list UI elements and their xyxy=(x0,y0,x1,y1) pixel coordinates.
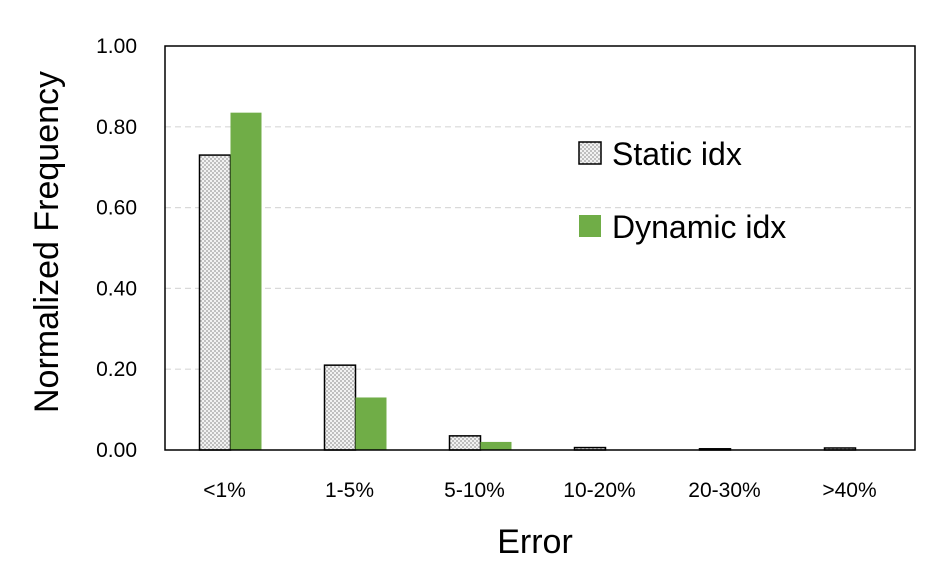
y-tick-label: 0.80 xyxy=(96,116,137,139)
legend-swatch-static xyxy=(578,141,602,165)
x-tick-labels: <1% 1-5% 5-10% 10-20% 20-30% >40% xyxy=(203,479,876,502)
x-tick-label: 10-20% xyxy=(563,479,635,502)
y-axis-title: Normalized Frequency xyxy=(28,71,66,413)
bar-dynamic-idx xyxy=(230,112,262,450)
y-tick-label: 0.00 xyxy=(96,439,137,462)
y-tick-label: 1.00 xyxy=(96,35,137,58)
bar-dynamic-idx xyxy=(355,397,387,450)
x-tick-label: 20-30% xyxy=(688,479,760,502)
bar-static-idx xyxy=(448,435,482,451)
x-axis-title: Error xyxy=(497,523,573,561)
x-tick-label: >40% xyxy=(822,479,876,502)
legend-label-dynamic: Dynamic idx xyxy=(612,209,786,245)
legend: Static idx Dynamic idx xyxy=(578,136,786,245)
x-tick-label: 5-10% xyxy=(444,479,505,502)
bar-dynamic-idx xyxy=(480,441,512,450)
bar-static-idx xyxy=(323,364,357,451)
legend-swatch-dynamic xyxy=(579,215,601,237)
y-tick-labels: 0.00 0.20 0.40 0.60 0.80 1.00 xyxy=(96,35,137,462)
x-tick-label: 1-5% xyxy=(325,479,374,502)
bars xyxy=(198,112,857,451)
gridlines xyxy=(165,126,915,370)
y-tick-label: 0.20 xyxy=(96,358,137,381)
y-tick-label: 0.40 xyxy=(96,277,137,300)
legend-label-static: Static idx xyxy=(612,136,742,172)
y-tick-label: 0.60 xyxy=(96,197,137,220)
x-tick-label: <1% xyxy=(203,479,246,502)
plot-frame xyxy=(164,45,916,451)
bar-static-idx xyxy=(198,154,232,451)
